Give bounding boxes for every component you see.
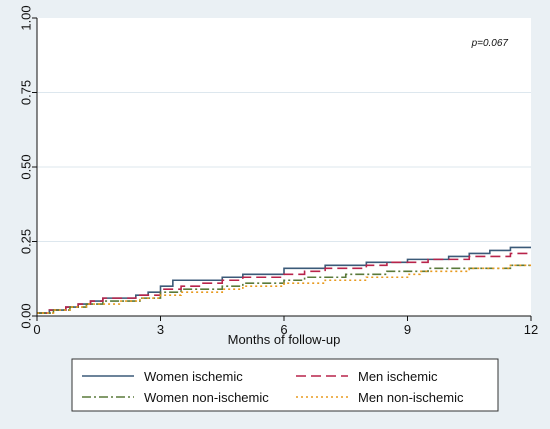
y-ticks: 0.00 0.25 0.50 0.75 1.00 [18, 5, 37, 329]
x-tick-label: 9 [404, 322, 411, 337]
x-tick-label: 12 [524, 322, 538, 337]
series-line-2 [37, 252, 531, 314]
legend-label: Men ischemic [358, 369, 438, 384]
y-tick-label: 0.25 [18, 229, 33, 254]
legend-label: Women ischemic [144, 369, 243, 384]
legend-label: Men non-ischemic [358, 390, 464, 405]
y-tick-label: 1.00 [18, 5, 33, 30]
x-ticks: 0 3 6 9 12 [33, 316, 538, 337]
x-axis-title: Months of follow-up [228, 332, 341, 347]
legend-box [71, 358, 499, 412]
y-tick-label: 0.75 [18, 80, 33, 105]
x-tick-label: 0 [33, 322, 40, 337]
legend: Women ischemic Men ischemic Women non-isch… [71, 358, 499, 412]
series-group [37, 246, 531, 314]
x-tick-label: 6 [280, 322, 287, 337]
p-value-annotation: p=0.067 [471, 38, 509, 49]
y-tick-label: 0.00 [18, 303, 33, 328]
legend-label: Women non-ischemic [144, 390, 269, 405]
gridlines [37, 92, 531, 242]
series-line-3 [37, 264, 531, 314]
x-tick-label: 3 [157, 322, 164, 337]
y-tick-label: 0.50 [18, 154, 33, 179]
series-line-4 [37, 264, 531, 314]
